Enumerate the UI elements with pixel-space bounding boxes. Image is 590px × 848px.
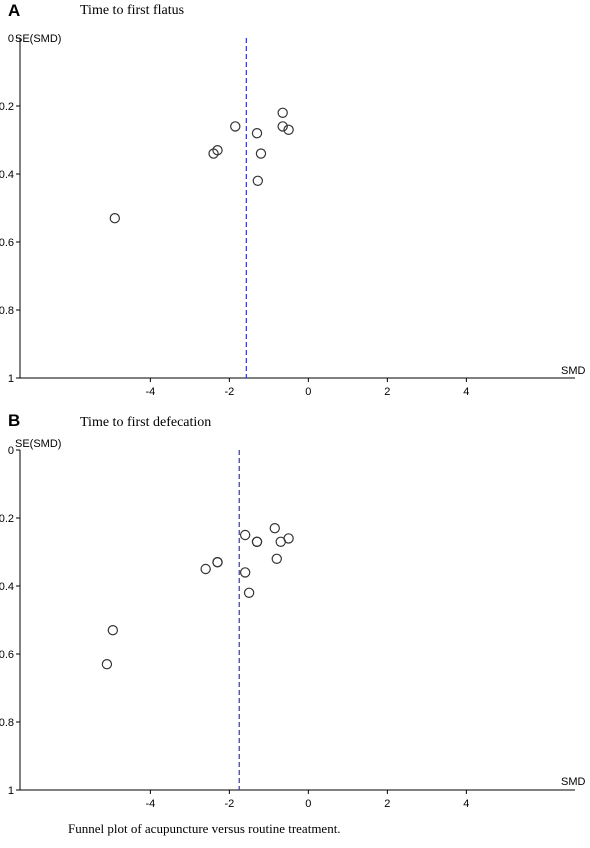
x-tick-label: 0: [305, 386, 311, 398]
y-tick-label: 0: [8, 33, 14, 45]
y-tick-label: 0.6: [0, 237, 14, 249]
x-tick-label: 4: [463, 798, 469, 810]
study-point: [230, 121, 241, 132]
study-point: [109, 212, 121, 224]
x-tick-label: -2: [224, 386, 234, 398]
chart-title: Time to first flatus: [80, 3, 184, 18]
study-point: [239, 567, 251, 578]
study-point: [107, 624, 119, 636]
study-point: [212, 144, 223, 156]
study-point: [212, 556, 223, 568]
study-point: [239, 529, 251, 541]
study-point: [243, 587, 255, 598]
study-point: [271, 553, 282, 565]
y-tick-label: 1: [8, 785, 14, 797]
panel-letter: A: [8, 1, 20, 20]
x-tick-label: 0: [305, 798, 311, 810]
y-axis-label: SE(SMD): [15, 33, 61, 45]
x-tick-label: 2: [384, 798, 390, 810]
panel-b: B Time to first defecation SE(SMD) SMD 0…: [0, 411, 586, 810]
study-point: [277, 121, 288, 132]
panel-letter: B: [8, 411, 20, 430]
figure-caption: Funnel plot of acupuncture versus routin…: [68, 821, 341, 836]
study-point: [252, 175, 264, 186]
y-tick-label: 0.4: [0, 581, 14, 593]
study-point: [200, 563, 211, 575]
chart-title: Time to first defecation: [80, 415, 211, 430]
y-tick-label: 0.8: [0, 717, 14, 729]
x-tick-label: 4: [463, 386, 469, 398]
study-point: [208, 148, 219, 159]
x-axis-label: SMD: [561, 776, 586, 788]
study-point: [277, 107, 288, 119]
x-tick-label: -2: [224, 798, 234, 810]
y-axis-label: SE(SMD): [15, 438, 61, 450]
y-tick-label: 0: [8, 445, 14, 457]
x-tick-label: -4: [145, 798, 155, 810]
study-point: [283, 124, 294, 136]
y-tick-label: 0.2: [0, 101, 14, 113]
study-point: [251, 536, 263, 548]
x-tick-label: -4: [145, 386, 155, 398]
panel-a: A Time to first flatus SE(SMD) SMD 0 0.2 0…: [0, 1, 586, 398]
study-point: [283, 533, 294, 544]
y-tick-label: 0.4: [0, 169, 14, 181]
study-point: [101, 658, 113, 670]
y-tick-label: 0.2: [0, 513, 14, 525]
y-tick-label: 1: [8, 373, 14, 385]
study-point: [255, 148, 267, 159]
x-tick-label: 2: [384, 386, 390, 398]
y-tick-label: 0.8: [0, 305, 14, 317]
study-point: [269, 522, 280, 534]
y-tick-label: 0.6: [0, 649, 14, 661]
study-point: [251, 127, 263, 139]
x-axis-label: SMD: [561, 365, 586, 377]
